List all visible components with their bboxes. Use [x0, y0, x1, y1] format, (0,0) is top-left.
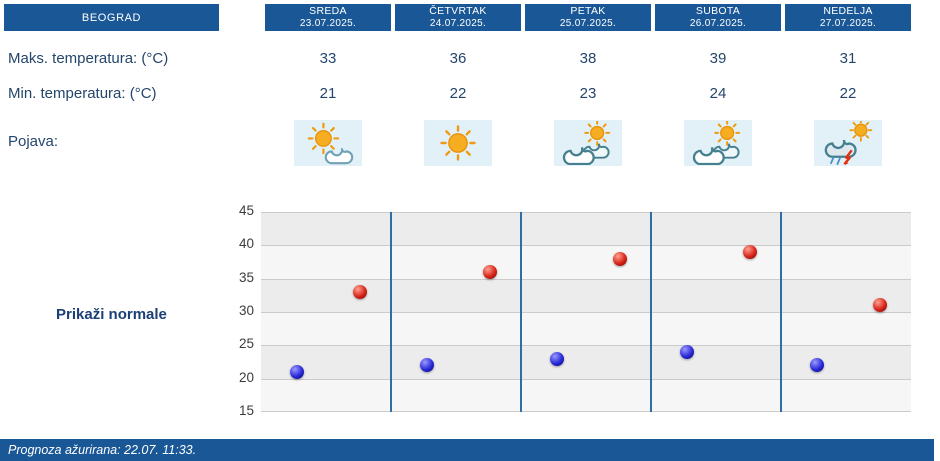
min-temp-row-label: Min. temperatura: (°C): [8, 85, 157, 102]
chart-y-tick-label: 35: [238, 269, 254, 285]
chart-y-tick-label: 45: [238, 203, 254, 218]
day-date: 26.07.2025.: [689, 17, 747, 29]
chart-band: [261, 378, 911, 412]
max-temp-value: 38: [579, 50, 597, 67]
min-temp-point: [290, 365, 305, 379]
min-temp-value: 22: [839, 85, 857, 102]
max-temp-value: 36: [449, 50, 467, 67]
chart-day-separator: [650, 212, 652, 412]
max-temp-point: [612, 251, 627, 266]
chart-plot: [261, 212, 911, 412]
min-temp-point: [810, 358, 825, 373]
min-temp-value: 23: [579, 85, 597, 102]
weather-icon-rain-thunder-cloud: [814, 120, 882, 166]
chart-gridline: [261, 278, 911, 280]
show-normals-link[interactable]: Prikaži normale: [56, 306, 167, 323]
max-temp-point: [742, 245, 757, 259]
chart-y-tick-label: 40: [238, 236, 254, 252]
day-date: 27.07.2025.: [819, 17, 877, 29]
max-temp-point: [482, 265, 497, 279]
min-temp-point: [680, 345, 695, 359]
chart-y-tick-label: 30: [238, 303, 254, 318]
chart-day-separator: [780, 212, 782, 412]
day-date: 23.07.2025.: [299, 17, 357, 29]
weather-icon-sun-behind-cloud: [294, 120, 362, 166]
min-temp-value: 24: [709, 85, 727, 102]
day-date: 24.07.2025.: [429, 17, 487, 29]
chart-band: [261, 312, 911, 346]
max-temp-value: 39: [709, 50, 727, 67]
pojava-row-label: Pojava:: [8, 133, 59, 150]
chart-day-separator: [390, 212, 392, 412]
chart-gridline: [261, 378, 911, 380]
chart-gridline: [261, 345, 911, 347]
min-temp-value: 21: [319, 85, 337, 102]
update-status-bar: Prognoza ažurirana: 22.07. 11:33.: [0, 439, 934, 461]
location-header: BEOGRAD: [4, 4, 219, 31]
min-temp-point: [420, 358, 435, 373]
day-name: SUBOTA: [695, 5, 741, 17]
chart-band: [261, 245, 911, 279]
chart-y-tick-label: 15: [238, 403, 254, 418]
chart-band: [261, 345, 911, 379]
temperature-chart: 15 20 25 30 35 40 45: [210, 200, 934, 420]
day-header-subota: SUBOTA 26.07.2025.: [655, 4, 781, 31]
day-header-petak: PETAK 25.07.2025.: [525, 4, 651, 31]
max-temp-value: 31: [839, 50, 857, 67]
update-text: Prognoza ažurirana: 22.07. 11:33.: [8, 443, 197, 457]
max-temp-row-label: Maks. temperatura: (°C): [8, 50, 169, 67]
max-temp-point: [872, 298, 887, 313]
chart-y-tick-label: 20: [238, 369, 254, 385]
day-header-cetvrtak: ČETVRTAK 24.07.2025.: [395, 4, 521, 31]
chart-gridline: [261, 312, 911, 313]
chart-gridline: [261, 245, 911, 247]
chart-band: [261, 212, 911, 246]
chart-gridline: [261, 212, 911, 213]
chart-day-separator: [520, 212, 522, 412]
weather-icon-mostly-cloudy-sun: [554, 120, 622, 166]
max-temp-point: [352, 285, 367, 299]
day-name: NEDELJA: [823, 5, 873, 17]
weather-icon-sun: [424, 120, 492, 166]
day-header-sreda: SREDA 23.07.2025.: [265, 4, 391, 31]
chart-band: [261, 278, 911, 312]
day-date: 25.07.2025.: [559, 17, 617, 29]
day-name: SREDA: [309, 5, 347, 17]
max-temp-value: 33: [319, 50, 337, 67]
min-temp-value: 22: [449, 85, 467, 102]
chart-gridline: [261, 411, 911, 412]
chart-y-tick-label: 25: [238, 336, 254, 352]
weather-icon-mostly-cloudy-sun: [684, 120, 752, 166]
day-name: PETAK: [570, 5, 606, 17]
day-header-nedelja: NEDELJA 27.07.2025.: [785, 4, 911, 31]
min-temp-point: [550, 351, 565, 366]
day-name: ČETVRTAK: [429, 5, 487, 17]
